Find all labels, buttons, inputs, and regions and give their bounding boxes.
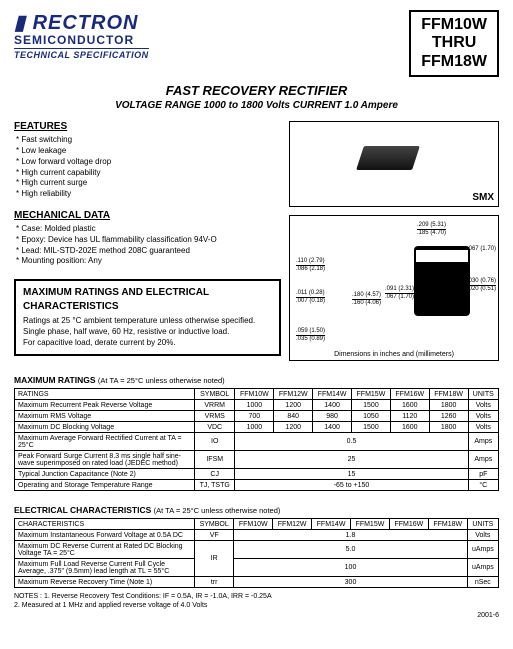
feature-item: Low leakage	[16, 146, 281, 157]
ratings-box-head: MAXIMUM RATINGS AND ELECTRICAL CHARACTER…	[23, 286, 272, 313]
doc-title: FAST RECOVERY RECTIFIER	[14, 83, 499, 98]
tech-spec: TECHNICAL SPECIFICATION	[14, 48, 149, 60]
feature-item: Low forward voltage drop	[16, 157, 281, 168]
package-photo-box: SMX	[289, 121, 499, 207]
right-column: SMX .209 (5.31) .185 (4.70) .110 (2.79) …	[289, 121, 499, 361]
max-cond-text: (At TA = 25°C unless otherwise noted)	[98, 376, 225, 385]
dim-3b: .007 (0.18)	[296, 298, 325, 304]
mechanical-list: Case: Molded plasticEpoxy: Device has UL…	[14, 224, 281, 267]
dim-4: .180 (4.57)	[352, 292, 381, 298]
dimension-drawing: .209 (5.31) .185 (4.70) .110 (2.79) .086…	[289, 215, 499, 361]
mechanical-head: MECHANICAL DATA	[14, 210, 281, 221]
elec-char-table: CHARACTERISTICSSYMBOLFFM10WFFM12WFFM14WF…	[14, 518, 499, 588]
part-number-box: FFM10W THRU FFM18W	[409, 10, 499, 77]
title-block: FAST RECOVERY RECTIFIER VOLTAGE RANGE 10…	[14, 83, 499, 111]
mech-item: Epoxy: Device has UL flammability classi…	[16, 235, 281, 246]
elec-title-text: ELECTRICAL CHARACTERISTICS	[14, 505, 151, 515]
dim-8: .030 (0.76)	[467, 278, 496, 284]
feature-item: Fast switching	[16, 135, 281, 146]
doc-subtitle: VOLTAGE RANGE 1000 to 1800 Volts CURRENT…	[14, 100, 499, 111]
header-row: ▮ RECTRON SEMICONDUCTOR TECHNICAL SPECIF…	[14, 10, 499, 77]
table-row: Maximum DC Blocking VoltageVDC1000120014…	[15, 422, 499, 433]
package-band	[416, 250, 468, 262]
dim-5b: .035 (0.89)	[296, 336, 325, 342]
features-block: FEATURES Fast switchingLow leakageLow fo…	[14, 121, 281, 200]
feature-item: High current surge	[16, 178, 281, 189]
mid-row: FEATURES Fast switchingLow leakageLow fo…	[14, 121, 499, 361]
table-row: Typical Junction Capacitance (Note 2)CJ1…	[15, 469, 499, 480]
table-row: Maximum RMS VoltageVRMS70084098010501120…	[15, 411, 499, 422]
left-column: FEATURES Fast switchingLow leakageLow fo…	[14, 121, 281, 361]
brand-name-text: RECTRON	[33, 12, 139, 34]
table-row: Maximum Full Load Reverse Current Full C…	[15, 559, 499, 577]
dim-6: .067 (1.70)	[467, 246, 496, 252]
brand-name: ▮ RECTRON	[14, 10, 149, 35]
max-ratings-title: MAXIMUM RATINGS (At TA = 25°C unless oth…	[14, 375, 499, 385]
features-head: FEATURES	[14, 121, 281, 132]
dim-2: .110 (2.79)	[296, 258, 325, 264]
elec-char-title: ELECTRICAL CHARACTERISTICS (At TA = 25°C…	[14, 505, 499, 515]
chip-icon	[356, 146, 420, 170]
dim-7: .091 (2.31)	[385, 286, 414, 292]
feature-item: High reliability	[16, 189, 281, 200]
note-2: 2. Measured at 1 MHz and applied reverse…	[14, 601, 499, 610]
datasheet-page: ▮ RECTRON SEMICONDUCTOR TECHNICAL SPECIF…	[0, 0, 513, 629]
mech-item: Lead: MIL-STD-202E method 208C guarantee…	[16, 246, 281, 257]
part-line-3: FFM18W	[421, 53, 487, 71]
table-row: Maximum Average Forward Rectified Curren…	[15, 433, 499, 451]
notes-block: NOTES : 1. Reverse Recovery Test Conditi…	[14, 592, 499, 610]
ratings-summary-box: MAXIMUM RATINGS AND ELECTRICAL CHARACTER…	[14, 279, 281, 355]
table-row: Peak Forward Surge Current 8.3 ms single…	[15, 451, 499, 469]
features-list: Fast switchingLow leakageLow forward vol…	[14, 135, 281, 200]
part-line-1: FFM10W	[421, 16, 487, 34]
dim-3: .011 (0.28)	[296, 290, 325, 296]
dim-5: .059 (1.50)	[296, 328, 325, 334]
table-row: Maximum Recurrent Peak Reverse VoltageVR…	[15, 400, 499, 411]
drawing-caption: Dimensions in inches and (millimeters)	[290, 351, 498, 358]
mech-item: Mounting position: Any	[16, 256, 281, 267]
mech-item: Case: Molded plastic	[16, 224, 281, 235]
note-1: NOTES : 1. Reverse Recovery Test Conditi…	[14, 592, 499, 601]
table-row: Operating and Storage Temperature RangeT…	[15, 480, 499, 491]
dim-2b: .086 (2.18)	[296, 266, 325, 272]
ratings-box-line1: Ratings at 25 °C ambient temperature unl…	[23, 316, 272, 327]
footer-code: 2001-6	[14, 612, 499, 619]
table-row: Maximum Instantaneous Forward Voltage at…	[15, 530, 499, 541]
part-line-2: THRU	[421, 34, 487, 52]
dim-7b: .067 (1.70)	[385, 294, 414, 300]
ratings-box-line3: For capacitive load, derate current by 2…	[23, 338, 272, 349]
dim-8b: .020 (0.51)	[467, 286, 496, 292]
max-ratings-table: RATINGSSYMBOLFFM10WFFM12WFFM14WFFM15WFFM…	[14, 388, 499, 491]
brand-block: ▮ RECTRON SEMICONDUCTOR TECHNICAL SPECIF…	[14, 10, 149, 60]
mechanical-block: MECHANICAL DATA Case: Molded plasticEpox…	[14, 210, 281, 267]
feature-item: High current capability	[16, 168, 281, 179]
table-row: Maximum DC Reverse Current at Rated DC B…	[15, 541, 499, 559]
brand-sub: SEMICONDUCTOR	[14, 33, 149, 47]
ratings-box-line2: Single phase, half wave, 60 Hz, resistiv…	[23, 327, 272, 338]
package-code: SMX	[472, 192, 494, 203]
elec-cond-text: (At TA = 25°C unless otherwise noted)	[154, 506, 281, 515]
dim-1: .209 (5.31)	[417, 222, 446, 228]
table-row: Maximum Reverse Recovery Time (Note 1)tr…	[15, 577, 499, 588]
max-title-text: MAXIMUM RATINGS	[14, 375, 96, 385]
dim-1b: .185 (4.70)	[417, 230, 446, 236]
dim-4b: .160 (4.06)	[352, 300, 381, 306]
